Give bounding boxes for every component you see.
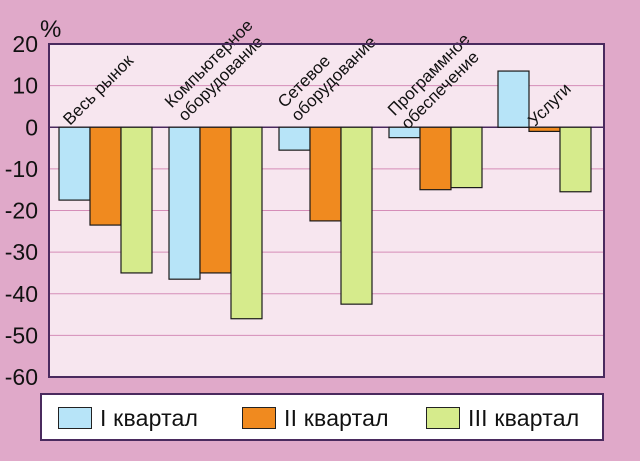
bar-series1-cat3 — [278, 126, 311, 151]
y-tick-label: -50 — [5, 322, 38, 348]
plot-frame — [48, 43, 605, 378]
bar-series3-cat2 — [230, 126, 263, 320]
legend-swatch-q1 — [58, 407, 92, 429]
bar-series1-cat5 — [497, 70, 530, 128]
y-tick-labels: 20 10 0 -10 -20 -30 -40 -50 -60 — [5, 31, 38, 390]
y-tick-label: -10 — [5, 156, 38, 182]
legend-swatch-q3 — [426, 407, 460, 429]
y-tick-label: 20 — [12, 31, 38, 57]
bar-series1-cat1 — [58, 126, 91, 201]
y-tick-label: -40 — [5, 281, 38, 307]
legend-item-q3: III квартал — [426, 405, 579, 431]
legend-label-q3: III квартал — [468, 404, 580, 431]
bar-series2-cat4 — [419, 126, 452, 191]
y-tick-label: -30 — [5, 239, 38, 265]
legend-label-q2: II квартал — [284, 404, 389, 431]
y-tick-label: -60 — [5, 364, 38, 390]
bar-series2-cat1 — [89, 126, 122, 226]
legend-item-q1: I квартал — [58, 405, 198, 431]
bar-series1-cat4 — [388, 126, 421, 139]
bar-series2-cat2 — [199, 126, 232, 274]
bar-series2-cat3 — [309, 126, 342, 222]
bar-series3-cat1 — [120, 126, 153, 274]
legend-swatch-q2 — [242, 407, 276, 429]
bars — [58, 70, 592, 320]
bar-series3-cat3 — [340, 126, 373, 305]
y-tick-label: -20 — [5, 198, 38, 224]
y-tick-label: 10 — [12, 73, 38, 99]
bar-series3-cat4 — [450, 126, 483, 189]
legend-item-q2: II квартал — [242, 405, 389, 431]
bar-series2-cat5 — [528, 126, 561, 133]
legend: I квартал II квартал III квартал — [40, 393, 604, 441]
y-axis-label: % — [40, 16, 61, 43]
bar-series1-cat2 — [168, 126, 201, 280]
legend-label-q1: I квартал — [100, 404, 199, 431]
bar-series3-cat5 — [559, 126, 592, 193]
y-tick-label: 0 — [25, 114, 38, 140]
